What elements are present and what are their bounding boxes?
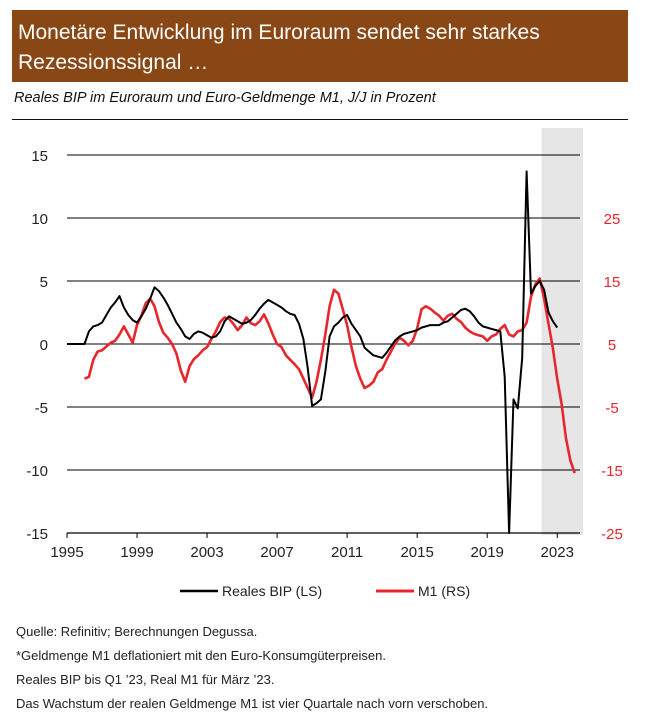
legend-m1-label: M1 (RS) [418,583,470,599]
note-coverage: Reales BIP bis Q1 ’23, Real M1 für März … [16,672,275,687]
left-tick-label: -15 [26,526,48,543]
x-tick-label: 2003 [190,544,223,561]
x-tick-label: 2015 [400,544,433,561]
notes: Quelle: Refinitiv; Berechnungen Degussa.… [16,620,631,716]
x-tick-label: 1999 [120,544,153,561]
title-divider [12,119,628,120]
chart-subtitle: Reales BIP im Euroraum und Euro-Geldmeng… [14,90,436,106]
left-tick-label: 0 [40,337,48,354]
left-tick-label: 5 [40,274,48,291]
x-tick-label: 1995 [50,544,83,561]
right-tick-label: 25 [604,211,621,228]
x-tick-label: 2023 [541,544,574,561]
x-tick-label: 2011 [331,544,363,561]
m1-line [83,277,576,474]
right-tick-label: 15 [604,274,621,291]
right-tick-label: -5 [605,400,618,417]
right-tick-label: -15 [601,463,623,480]
note-deflation: *Geldmenge M1 deflationiert mit den Euro… [16,648,386,663]
x-tick-label: 2007 [260,544,293,561]
shaded-region [541,128,583,535]
title-banner: Monetäre Entwicklung im Euroraum sendet … [12,10,628,82]
chart: 1995 1999 2003 2007 2011 2015 2019 2023 15 10 5 0 -5… [26,128,623,599]
legend-gdp-label: Reales BIP (LS) [222,583,322,599]
left-tick-label: -10 [26,463,48,480]
title-line-2: Rezessionssignal … [18,51,209,74]
note-shift: Das Wachstum der realen Geldmenge M1 ist… [16,696,489,711]
x-tick-label: 2019 [471,544,504,561]
left-tick-label: 15 [31,148,48,165]
left-tick-label: -5 [35,400,48,417]
title-line-1: Monetäre Entwicklung im Euroraum sendet … [18,21,540,44]
right-tick-label: -25 [601,526,623,543]
gdp-line [67,170,559,534]
left-tick-label: 10 [31,211,48,228]
note-source: Quelle: Refinitiv; Berechnungen Degussa. [16,624,258,639]
right-tick-label: 5 [608,337,616,354]
